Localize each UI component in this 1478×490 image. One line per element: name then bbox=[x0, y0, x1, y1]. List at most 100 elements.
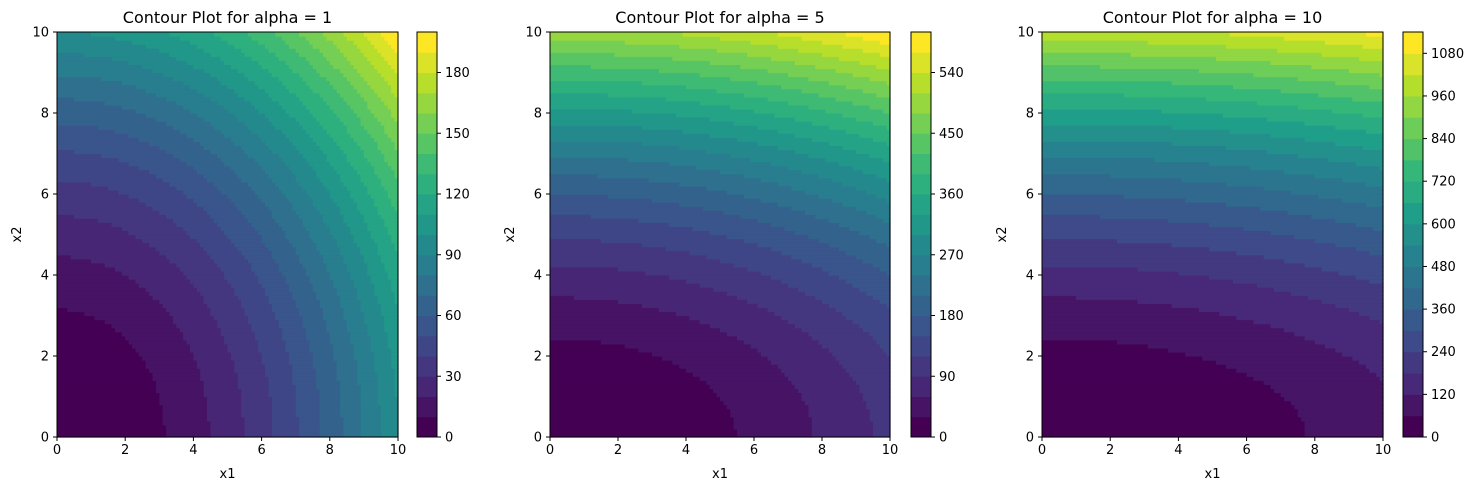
contour-band-cell bbox=[377, 92, 396, 98]
contour-band-cell bbox=[750, 157, 826, 163]
contour-band-cell bbox=[1042, 84, 1234, 90]
contour-band-cell bbox=[360, 412, 382, 418]
contour-band-cell bbox=[258, 339, 287, 345]
contour-band-cell bbox=[1297, 153, 1384, 159]
contour-band-cell bbox=[251, 262, 280, 268]
contour-band-cell bbox=[207, 412, 242, 418]
contour-band-cell bbox=[798, 287, 860, 292]
contour-band-cell bbox=[258, 230, 287, 236]
contour-band-cell bbox=[363, 32, 382, 37]
contour-band-cell bbox=[794, 133, 860, 138]
contour-band-cell bbox=[326, 185, 348, 191]
contour-band-cell bbox=[57, 64, 143, 70]
contour-band-cell bbox=[652, 351, 762, 357]
contour-band-cell bbox=[550, 100, 701, 106]
contour-band-cell bbox=[869, 234, 891, 240]
contour-band-cell bbox=[384, 315, 399, 321]
contour-band-cell bbox=[265, 242, 293, 248]
contour-band-cell bbox=[384, 100, 399, 106]
contour-band-cell bbox=[692, 226, 786, 232]
contour-band-cell bbox=[788, 319, 854, 325]
contour-band-cell bbox=[128, 161, 188, 167]
contour-band-cell bbox=[726, 189, 806, 195]
contour-band-cell bbox=[1256, 283, 1384, 288]
contour-band-cell bbox=[363, 311, 382, 317]
contour-band-cell bbox=[380, 254, 399, 260]
contour-band-cell bbox=[387, 60, 399, 65]
contour-band-cell bbox=[1042, 254, 1265, 260]
contour-band-cell bbox=[1355, 222, 1384, 227]
contour-band-cell bbox=[550, 327, 721, 333]
contour-band-cell bbox=[550, 343, 626, 349]
contour-band-cell bbox=[288, 351, 314, 357]
contour-band-cell bbox=[641, 242, 758, 248]
contour-band-cell bbox=[316, 173, 341, 179]
contour-band-cell bbox=[336, 141, 358, 146]
contour-band-cell bbox=[784, 372, 850, 377]
contour-band-cell bbox=[166, 428, 212, 434]
contour-band-cell bbox=[316, 380, 341, 385]
contour-band-cell bbox=[1365, 202, 1384, 207]
colorbar-segment bbox=[1403, 159, 1423, 182]
contour-band-cell bbox=[183, 104, 225, 110]
contour-band-cell bbox=[374, 287, 392, 292]
contour-band-cell bbox=[333, 356, 355, 361]
contour-band-cell bbox=[183, 80, 222, 86]
contour-band-cell bbox=[227, 343, 259, 349]
contour-band-cell bbox=[241, 177, 273, 183]
contour-band-cell bbox=[57, 323, 113, 329]
contour-band-cell bbox=[1042, 80, 1173, 86]
contour-band-cell bbox=[91, 181, 171, 187]
contour-band-cell bbox=[1362, 44, 1384, 49]
contour-band-cell bbox=[322, 311, 345, 317]
contour-band-cell bbox=[57, 173, 157, 179]
contour-band-cell bbox=[155, 388, 205, 394]
contour-band-cell bbox=[550, 36, 721, 41]
contour-band-cell bbox=[207, 210, 242, 215]
contour-band-cell bbox=[234, 113, 266, 118]
contour-band-cell bbox=[1042, 44, 1227, 49]
contour-band-cell bbox=[737, 137, 813, 142]
contour-band-cell bbox=[196, 360, 235, 365]
contour-band-cell bbox=[360, 424, 382, 430]
contour-band-cell bbox=[1369, 368, 1384, 373]
contour-band-cell bbox=[57, 230, 130, 236]
contour-band-cell bbox=[357, 202, 375, 207]
contour-band-cell bbox=[247, 319, 280, 325]
contour-band-cell bbox=[57, 226, 123, 232]
contour-band-cell bbox=[155, 380, 205, 385]
contour-band-cell bbox=[213, 125, 249, 130]
contour-band-cell bbox=[1243, 226, 1374, 232]
contour-band-cell bbox=[346, 266, 368, 272]
contour-band-cell bbox=[886, 80, 891, 86]
contour-band-cell bbox=[230, 351, 263, 357]
contour-band-cell bbox=[128, 194, 188, 199]
contour-band-cell bbox=[550, 133, 711, 138]
contour-band-cell bbox=[258, 133, 287, 138]
contour-band-cell bbox=[234, 88, 266, 94]
contour-band-cell bbox=[842, 311, 891, 317]
contour-band-cell bbox=[309, 133, 331, 138]
contour-band-cell bbox=[550, 424, 735, 430]
contour-band-cell bbox=[367, 331, 389, 337]
contour-band-cell bbox=[1042, 40, 1149, 45]
contour-band-cell bbox=[329, 60, 351, 65]
contour-band-cell bbox=[367, 129, 385, 134]
contour-band-cell bbox=[237, 376, 270, 381]
contour-band-cell bbox=[357, 141, 379, 146]
contour-band-cell bbox=[550, 254, 707, 260]
contour-band-cell bbox=[1123, 92, 1319, 98]
contour-band-cell bbox=[179, 157, 222, 163]
contour-band-cell bbox=[244, 52, 276, 57]
contour-band-cell bbox=[57, 218, 99, 223]
contour-band-cell bbox=[550, 400, 724, 406]
contour-band-cell bbox=[220, 129, 252, 134]
contour-band-cell bbox=[247, 315, 276, 321]
contour-band-cell bbox=[254, 189, 283, 195]
contour-band-cell bbox=[1246, 372, 1377, 377]
contour-band-cell bbox=[162, 177, 208, 183]
contour-band-cell bbox=[374, 283, 392, 288]
contour-band-cell bbox=[1042, 210, 1289, 215]
contour-band-cell bbox=[550, 157, 629, 163]
contour-band-cell bbox=[1042, 307, 1200, 313]
